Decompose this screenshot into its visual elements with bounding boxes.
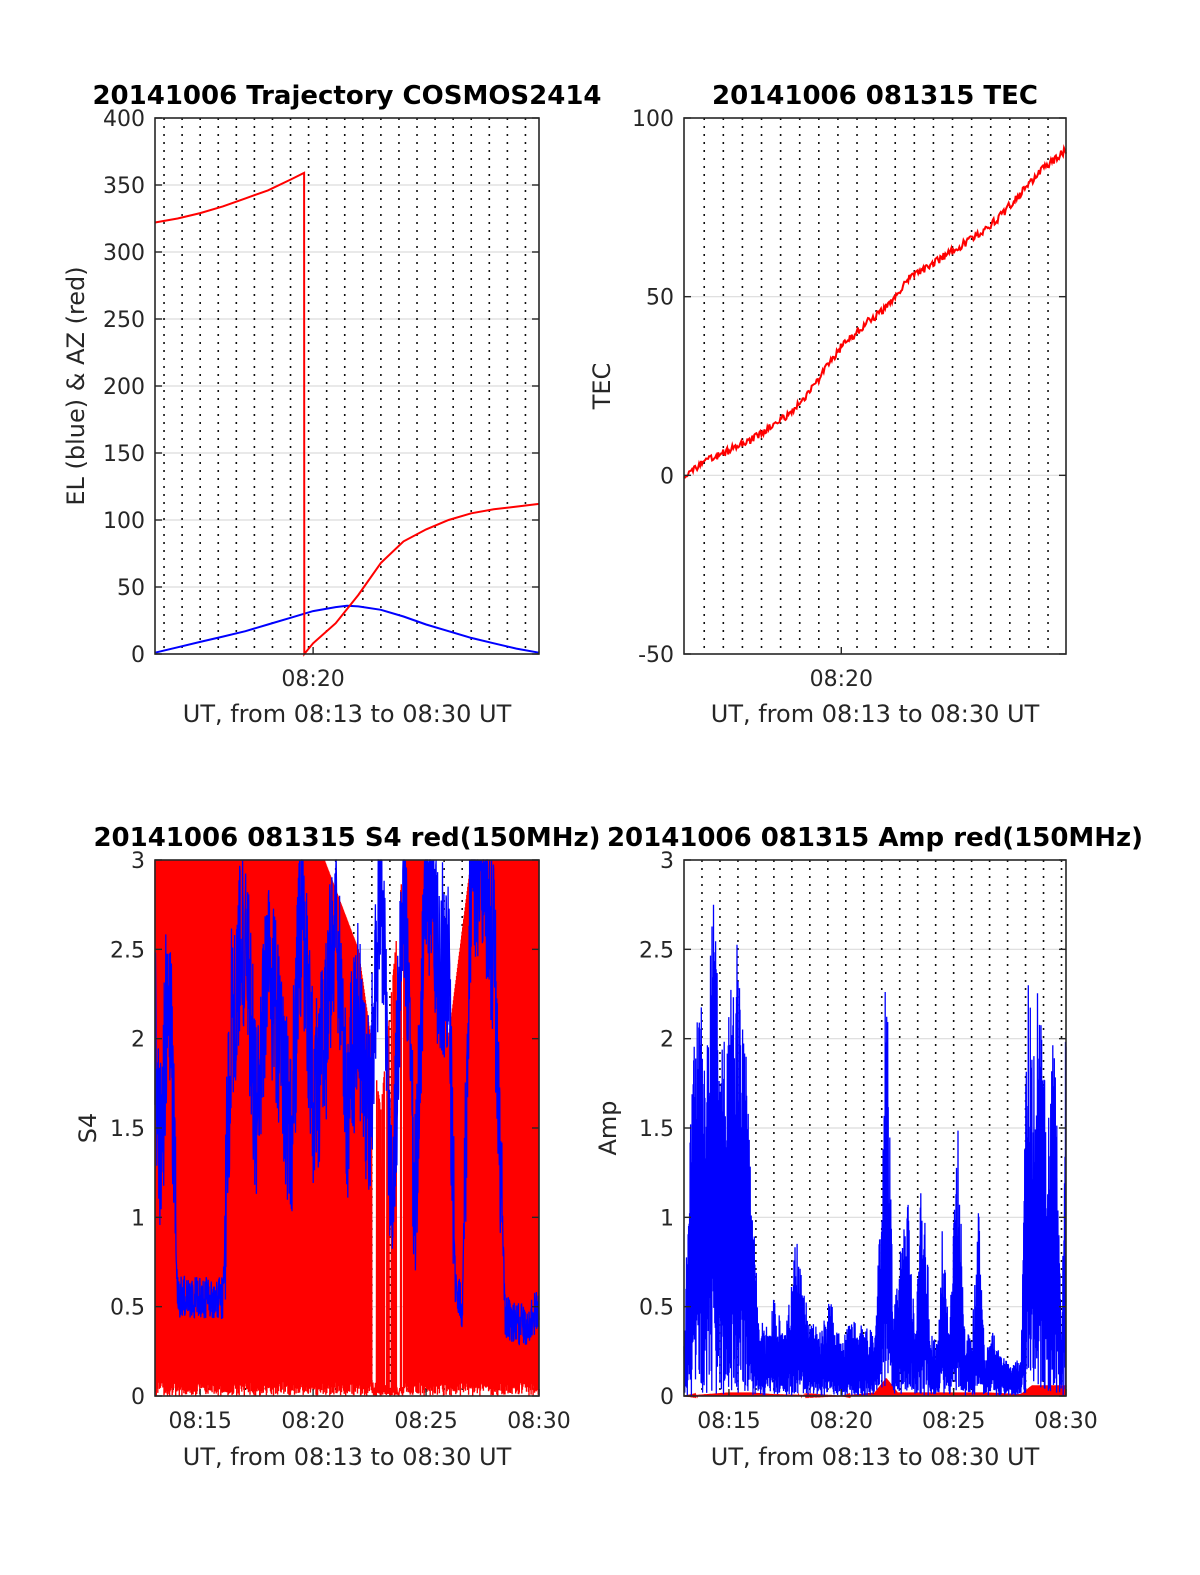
s4-x-tick-label: 08:25 <box>394 1409 457 1434</box>
s4-y-tick-label: 0.5 <box>110 1296 145 1321</box>
trajectory-panel: 20141006 Trajectory COSMOS2414 0 50 100 150… <box>62 81 602 728</box>
s4-x-tick-label: 08:15 <box>168 1409 231 1434</box>
s4-y-tick-label: 2.5 <box>110 938 145 963</box>
tec-axes-frame <box>683 117 1067 655</box>
tec-y-tick-label: -50 <box>638 643 674 668</box>
amp-x-tick-label: 08:25 <box>922 1409 985 1434</box>
tec-x-label: UT, from 08:13 to 08:30 UT <box>711 700 1040 728</box>
amp-x-tick-label: 08:15 <box>697 1409 760 1434</box>
trajectory-title: 20141006 Trajectory COSMOS2414 <box>92 81 601 111</box>
trajectory-x-label: UT, from 08:13 to 08:30 UT <box>183 700 512 728</box>
s4-x-label: UT, from 08:13 to 08:30 UT <box>183 1443 512 1471</box>
s4-y-tick-label: 1 <box>131 1206 145 1231</box>
tec-y-tick-label: 0 <box>660 464 674 489</box>
trajectory-y-tick-label: 400 <box>103 107 145 132</box>
s4-y-tick-label: 1.5 <box>110 1117 145 1142</box>
trajectory-y-tick-label: 200 <box>103 375 145 400</box>
trajectory-y-tick-label: 100 <box>103 509 145 534</box>
tec-y-tick-label: 50 <box>646 286 674 311</box>
trajectory-x-tick-label: 08:20 <box>281 667 344 692</box>
amp-x-label: UT, from 08:13 to 08:30 UT <box>711 1443 1040 1471</box>
s4-x-tick-label: 08:20 <box>281 1409 344 1434</box>
trajectory-y-tick-label: 350 <box>103 174 145 199</box>
trajectory-y-tick-label: 300 <box>103 241 145 266</box>
amp-y-tick-label: 1.5 <box>639 1117 674 1142</box>
s4-y-label: S4 <box>74 1113 102 1144</box>
amp-panel: 20141006 081315 Amp red(150MHz) 0 0.5 1 1.5… <box>594 823 1143 1471</box>
tec-panel: 20141006 081315 TEC -50 0 50 100 08:20 UT, f… <box>588 81 1067 728</box>
s4-x-tick-label: 08:30 <box>507 1409 570 1434</box>
trajectory-series-blue <box>154 604 540 654</box>
s4-y-tick-label: 0 <box>131 1385 145 1410</box>
amp-x-tick-label: 08:30 <box>1034 1409 1097 1434</box>
amp-y-tick-label: 1 <box>660 1206 674 1231</box>
trajectory-y-tick-label: 0 <box>131 643 145 668</box>
tec-y-tick-label: 100 <box>632 107 674 132</box>
s4-y-tick-label: 2 <box>131 1028 145 1053</box>
amp-y-tick-label: 3 <box>660 849 674 874</box>
amp-series-blue <box>683 904 1067 1397</box>
s4-y-tick-label: 3 <box>131 849 145 874</box>
s4-title: 20141006 081315 S4 red(150MHz) <box>93 823 600 853</box>
amp-y-tick-label: 0.5 <box>639 1296 674 1321</box>
amp-x-tick-label: 08:20 <box>810 1409 873 1434</box>
trajectory-y-tick-label: 250 <box>103 308 145 333</box>
amp-y-tick-label: 2 <box>660 1028 674 1053</box>
trajectory-y-tick-label: 50 <box>117 576 145 601</box>
amp-y-tick-label: 2.5 <box>639 938 674 963</box>
amp-series-red <box>684 1378 1067 1399</box>
tec-title: 20141006 081315 TEC <box>712 81 1038 111</box>
trajectory-series-red <box>154 171 540 657</box>
tec-x-tick-label: 08:20 <box>810 667 873 692</box>
amp-y-tick-label: 0 <box>660 1385 674 1410</box>
amp-y-label: Amp <box>594 1100 622 1155</box>
s4-panel: 20141006 081315 S4 red(150MHz) 0 0.5 1 1.5 2… <box>74 823 601 1471</box>
amp-title: 20141006 081315 Amp red(150MHz) <box>607 823 1143 853</box>
tec-series-red <box>683 144 1067 479</box>
trajectory-y-label: EL (blue) & AZ (red) <box>62 266 90 505</box>
trajectory-y-tick-label: 150 <box>103 442 145 467</box>
tec-y-label: TEC <box>588 363 616 411</box>
